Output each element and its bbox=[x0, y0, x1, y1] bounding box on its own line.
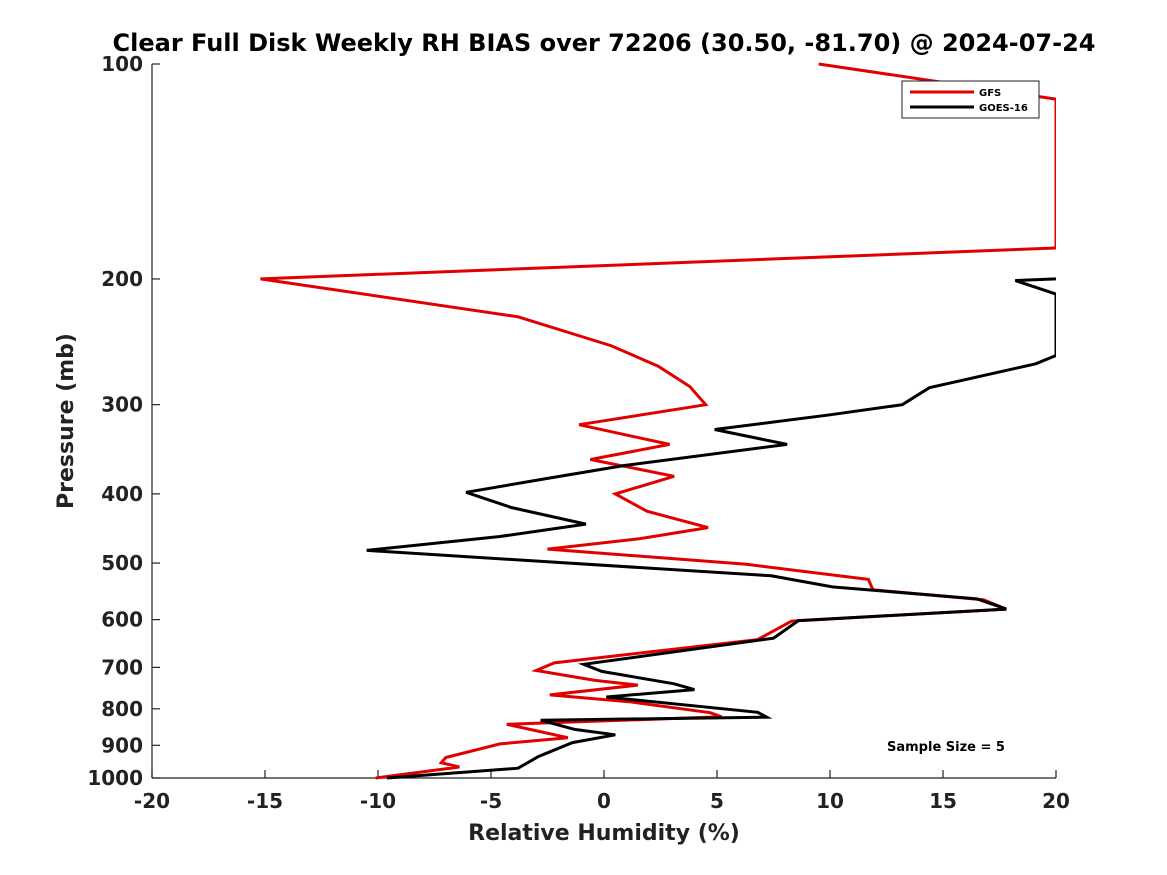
series-line-goes16 bbox=[366, 277, 1056, 780]
y-tick-label: 600 bbox=[101, 608, 143, 632]
y-tick-label: 1000 bbox=[87, 766, 143, 790]
x-axis-label: Relative Humidity (%) bbox=[468, 821, 740, 846]
y-tick-label: 800 bbox=[101, 697, 143, 721]
sample-size-annotation: Sample Size = 5 bbox=[887, 740, 1005, 755]
x-axis-ticks: -20 -15 -10 -5 0 5 10 15 20 bbox=[134, 770, 1070, 813]
x-tick-label: -10 bbox=[360, 789, 396, 813]
x-tick-label: -15 bbox=[247, 789, 283, 813]
x-tick-label: -5 bbox=[480, 789, 502, 813]
y-tick-label: 300 bbox=[101, 393, 143, 417]
legend-label-gfs: GFS bbox=[979, 88, 1001, 99]
chart-title: Clear Full Disk Weekly RH BIAS over 7220… bbox=[113, 29, 1096, 57]
y-tick-label: 900 bbox=[101, 733, 143, 757]
x-tick-label: -20 bbox=[134, 789, 170, 813]
legend-box bbox=[901, 80, 1040, 119]
x-tick-label: 10 bbox=[816, 789, 844, 813]
legend-label-goes16: GOES-16 bbox=[979, 103, 1028, 114]
y-axis-ticks: 100 200 300 400 500 600 700 800 900 1000 bbox=[87, 52, 160, 790]
y-tick-label: 700 bbox=[101, 655, 143, 679]
y-tick-label: 100 bbox=[101, 52, 143, 76]
legend: GFS GOES-16 bbox=[901, 80, 1040, 119]
x-tick-label: 15 bbox=[929, 789, 957, 813]
series-layer bbox=[260, 62, 1056, 780]
y-tick-label: 500 bbox=[101, 551, 143, 575]
y-tick-label: 400 bbox=[101, 482, 143, 506]
y-axis-label: Pressure (mb) bbox=[54, 333, 79, 509]
x-tick-label: 0 bbox=[597, 789, 611, 813]
x-tick-label: 5 bbox=[710, 789, 724, 813]
y-tick-label: 200 bbox=[101, 267, 143, 291]
x-tick-label: 20 bbox=[1042, 789, 1070, 813]
